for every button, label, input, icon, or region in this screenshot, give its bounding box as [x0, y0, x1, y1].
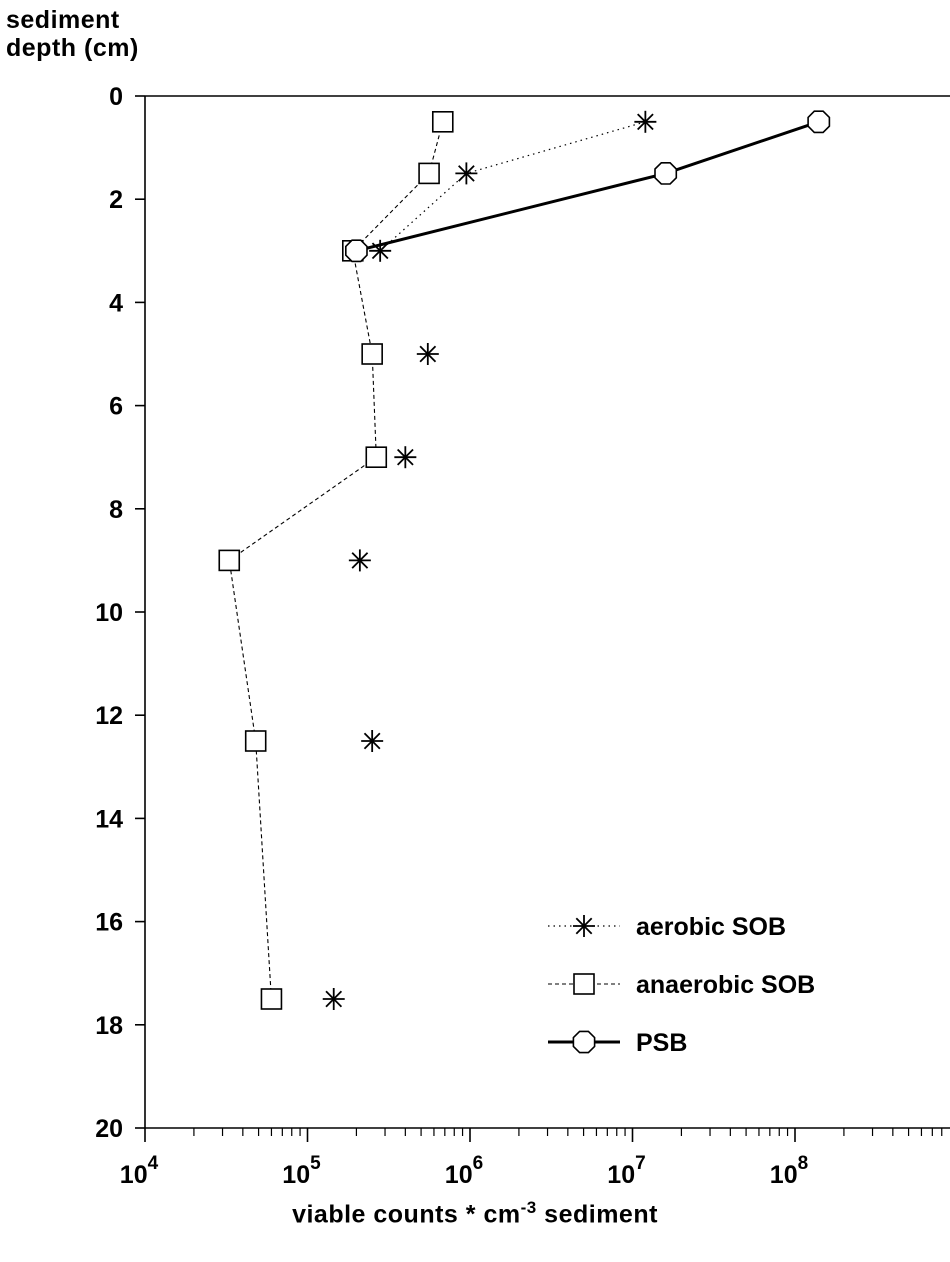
- x-axis-label-exponent: -3: [520, 1198, 537, 1217]
- y-axis-label-line-2: depth (cm): [6, 34, 139, 62]
- series-line-anaerobic-sob: [228, 121, 444, 1000]
- y-axis-label-line-1: sediment: [6, 6, 120, 34]
- x-tick-label-exponent: 8: [798, 1153, 809, 1174]
- data-point-anaerobic-sob: [365, 446, 388, 469]
- x-tick-label: 104: [120, 1153, 159, 1189]
- data-point-aerobic-sob: [394, 446, 417, 469]
- x-axis-label-suffix: sediment: [536, 1200, 658, 1229]
- legend-label: PSB: [636, 1029, 687, 1057]
- data-point-aerobic-sob: [634, 110, 657, 133]
- data-point-psb: [344, 239, 368, 263]
- y-tick-label: 0: [109, 83, 123, 111]
- data-point-aerobic-sob: [369, 239, 392, 262]
- data-point-anaerobic-sob: [260, 988, 283, 1010]
- x-axis-label: viable counts * cm-3 sediment: [0, 1198, 950, 1229]
- x-tick-label: 106: [445, 1153, 483, 1189]
- legend-label: anaerobic SOB: [636, 971, 815, 999]
- x-tick-label-base: 10: [770, 1161, 798, 1189]
- x-axis-label-text: viable counts * cm: [292, 1200, 521, 1229]
- data-point-anaerobic-sob: [361, 343, 383, 365]
- x-tick-label-exponent: 4: [148, 1153, 159, 1174]
- y-tick-label: 12: [95, 702, 123, 730]
- y-tick-label: 10: [95, 599, 123, 627]
- legend-marker: [573, 973, 595, 995]
- legend-label: aerobic SOB: [636, 913, 786, 941]
- y-tick-label: 6: [109, 393, 123, 421]
- x-tick-label-base: 10: [282, 1161, 310, 1189]
- x-tick-label-exponent: 6: [473, 1153, 484, 1174]
- data-point-anaerobic-sob: [244, 730, 267, 752]
- x-tick-label: 108: [770, 1153, 808, 1189]
- data-point-aerobic-sob: [416, 343, 439, 365]
- legend-marker: [572, 1030, 596, 1054]
- legend-marker: [573, 915, 595, 937]
- y-tick-label: 8: [109, 496, 123, 524]
- series-line-psb: [356, 120, 820, 253]
- data-point-aerobic-sob: [455, 162, 478, 185]
- x-tick-label-base: 10: [607, 1161, 635, 1189]
- y-tick-label: 20: [95, 1115, 123, 1143]
- data-point-aerobic-sob: [348, 549, 371, 572]
- y-tick-label: 4: [109, 289, 123, 317]
- data-point-anaerobic-sob: [431, 111, 454, 133]
- x-tick-label-base: 10: [445, 1161, 473, 1189]
- x-tick-label: 105: [282, 1153, 321, 1189]
- x-tick-label-base: 10: [120, 1161, 148, 1189]
- x-tick-label: 107: [607, 1153, 645, 1189]
- x-tick-label-exponent: 5: [310, 1153, 321, 1174]
- data-point-aerobic-sob: [361, 730, 384, 752]
- y-tick-label: 14: [95, 805, 123, 833]
- y-tick-label: 16: [95, 909, 123, 937]
- series-line-aerobic-sob: [379, 121, 646, 252]
- y-tick-label: 2: [109, 186, 123, 214]
- data-point-anaerobic-sob: [418, 162, 440, 185]
- data-point-aerobic-sob: [322, 988, 345, 1010]
- data-point-psb: [807, 110, 831, 134]
- data-point-anaerobic-sob: [218, 549, 241, 572]
- y-tick-label: 18: [95, 1012, 123, 1040]
- x-tick-label-exponent: 7: [635, 1153, 646, 1174]
- data-point-psb: [654, 162, 678, 185]
